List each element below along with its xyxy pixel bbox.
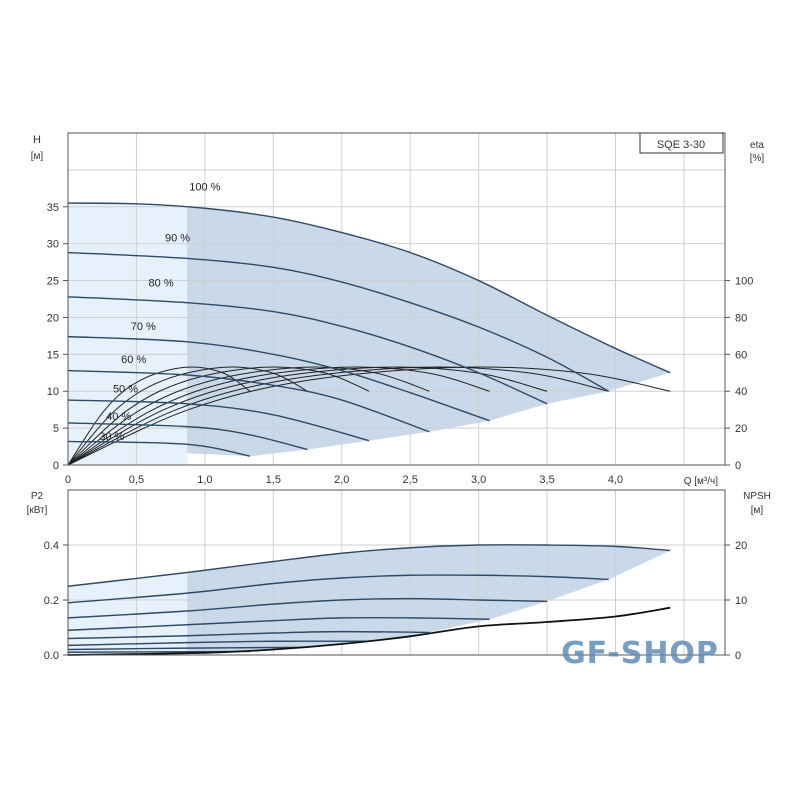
npsh-tick-label: 20 — [735, 540, 747, 552]
power-curve — [67, 630, 430, 640]
efficiency-curve — [67, 366, 308, 466]
y-tick-label: 10 — [47, 386, 59, 398]
speed-label: 40 % — [106, 411, 131, 423]
top-grid — [68, 133, 725, 465]
power-curve — [67, 574, 609, 604]
y2-tick-label: 100 — [735, 276, 753, 288]
power-curve — [67, 646, 308, 651]
watermark-logo: GF-SHOP — [561, 636, 719, 671]
x-tick-label: 1,0 — [197, 474, 212, 486]
y2-tick-label: 0 — [735, 460, 741, 472]
head-curve — [67, 202, 671, 374]
y2-tick-label: 20 — [735, 423, 747, 435]
head-curve — [67, 335, 490, 422]
p2-axis-label: P2 — [31, 491, 44, 502]
speed-label: 30 % — [99, 431, 124, 443]
y-tick-label: 25 — [47, 276, 59, 288]
power-curve — [67, 597, 548, 619]
power-curve — [67, 616, 490, 631]
head-curve — [67, 399, 370, 442]
head-curves: 100 % 90 % 80 % 70 % 60 % 50 % 40 % 30 % — [67, 182, 671, 466]
efficiency-curve — [67, 366, 430, 466]
top-plot-frame — [67, 132, 726, 466]
power-curve — [67, 640, 370, 647]
model-label-box — [639, 132, 724, 154]
bottom-grid — [68, 490, 725, 655]
speed-label: 80 % — [149, 277, 174, 289]
x-tick-label: 0,5 — [129, 474, 144, 486]
x-tick-label: 2,0 — [334, 474, 349, 486]
eta-axis-unit: [%] — [750, 153, 765, 164]
p2-tick-label: 0.4 — [44, 540, 59, 552]
eta-axis-label: eta — [750, 140, 764, 151]
npsh-tick-label: 0 — [735, 650, 741, 662]
power-curves — [67, 544, 671, 656]
head-curve — [67, 369, 430, 433]
x-tick-label: 3,0 — [471, 474, 486, 486]
speed-label: 50 % — [113, 384, 138, 396]
efficiency-curve — [67, 366, 671, 466]
model-label: SQE 3-30 — [657, 139, 705, 151]
y-tick-label: 5 — [53, 423, 59, 435]
speed-label: 100 % — [189, 182, 220, 194]
y-tick-label: 0 — [53, 460, 59, 472]
speed-label: 70 % — [131, 321, 156, 333]
y2-tick-label: 60 — [735, 349, 747, 361]
y-tick-label: 35 — [47, 202, 59, 214]
x-tick-label: 3,5 — [539, 474, 554, 486]
h-axis-label: H — [33, 134, 41, 146]
npsh-tick-label: 10 — [735, 595, 747, 607]
top-axes: 0 0,5 1,0 1,5 2,0 2,5 3,0 3,5 4,0 0 5 10 15 20 25 30 35 0… — [47, 132, 753, 486]
y-tick-label: 30 — [47, 239, 59, 251]
p2-axis-unit: [кВт] — [27, 505, 48, 516]
efficiency-curve — [67, 366, 548, 466]
x-tick-label: 0 — [65, 474, 71, 486]
x-tick-label: 2,5 — [403, 474, 418, 486]
low-flow-area-fill — [68, 203, 188, 466]
h-axis-unit: [м] — [31, 151, 44, 162]
x-tick-label: 1,5 — [266, 474, 281, 486]
efficiency-curve — [67, 366, 370, 466]
head-curve — [67, 440, 251, 457]
head-curve — [67, 422, 308, 451]
low-flow-power-fill — [68, 572, 188, 655]
efficiency-curve — [67, 366, 251, 466]
y2-tick-label: 40 — [735, 386, 747, 398]
speed-label: 60 % — [121, 354, 146, 366]
p2-tick-label: 0.2 — [44, 595, 59, 607]
head-curve — [67, 251, 609, 392]
npsh-curve — [67, 606, 671, 656]
y-tick-label: 15 — [47, 349, 59, 361]
speed-label: 90 % — [165, 232, 190, 244]
power-curve — [67, 544, 671, 587]
efficiency-curve — [67, 366, 609, 466]
npsh-axis-label: NPSH — [743, 491, 771, 502]
bottom-axes: 0.0 0.2 0.4 0 10 20 — [44, 489, 747, 662]
efficiency-curve — [67, 366, 490, 466]
y-tick-label: 20 — [47, 312, 59, 324]
bottom-plot-frame — [67, 489, 726, 656]
x-tick-label: 4,0 — [608, 474, 623, 486]
y2-tick-label: 80 — [735, 312, 747, 324]
npsh-axis-unit: [м] — [751, 505, 764, 516]
head-curve — [67, 296, 548, 405]
q-axis-label: Q [м³/ч] — [684, 476, 719, 487]
p2-tick-label: 0.0 — [44, 650, 59, 662]
